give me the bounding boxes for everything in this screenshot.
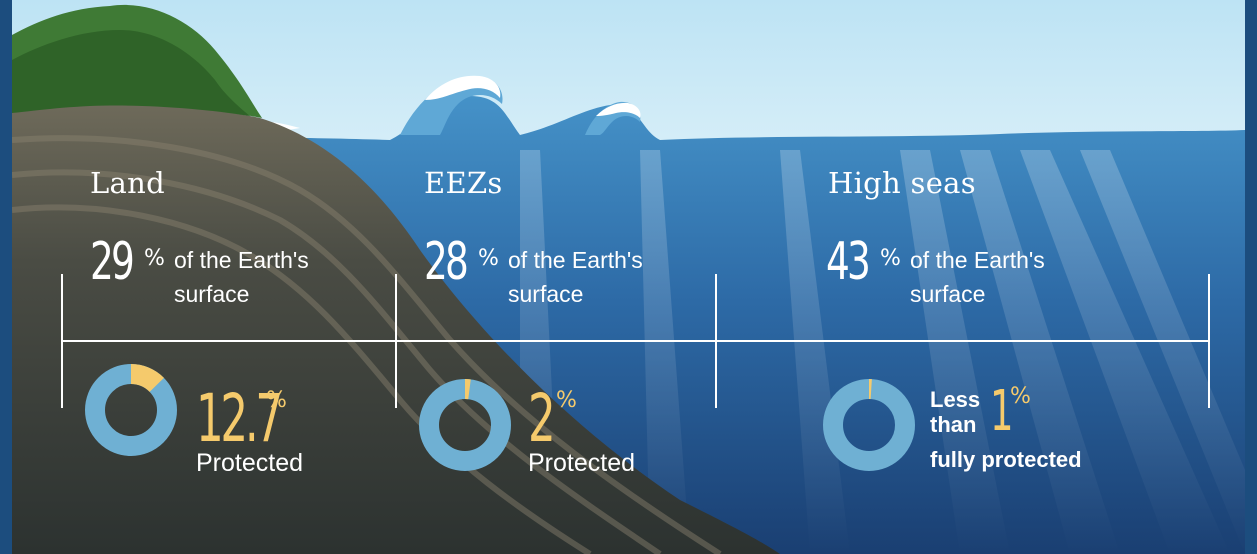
high-seas-share-unit: % (880, 246, 901, 271)
high-seas-protected-value: 1 (990, 379, 1013, 444)
land-strata (12, 135, 722, 554)
high-seas-protected-unit: % (1010, 384, 1031, 409)
high-seas-share-line1: of the Earth's (910, 247, 1045, 273)
land-protected-unit: % (266, 388, 287, 413)
land-share-line1: of the Earth's (174, 247, 309, 273)
eezs-protected-unit: % (556, 388, 577, 413)
high-seas-title: High seas (828, 166, 976, 200)
eezs-share-line1: of the Earth's (508, 247, 643, 273)
eezs-share-unit: % (478, 246, 499, 271)
land-share-unit: % (144, 246, 165, 271)
land-share-value: 29 (90, 232, 135, 292)
light-rays (520, 150, 1245, 554)
land-title: Land (90, 166, 165, 200)
high-seas-than: than (930, 412, 977, 437)
high-seas-less: Less (930, 387, 981, 412)
section-dividers (61, 274, 1210, 408)
eezs-protected-label: Protected (528, 449, 636, 477)
land-protected-label: Protected (196, 449, 304, 477)
high-seas-share-value: 43 (826, 232, 871, 292)
eezs-protected-value: 2 (528, 380, 556, 457)
land-donut-protected (130, 364, 164, 393)
eezs-title: EEZs (424, 166, 503, 200)
land-share-line2: surface (174, 281, 250, 307)
high-seas-protected-label: fully protected (930, 447, 1082, 472)
eezs-share-value: 28 (424, 232, 469, 292)
land-protected-value: 12.7 (196, 380, 283, 457)
eezs-share-line2: surface (508, 281, 584, 307)
high-seas-share-line2: surface (910, 281, 986, 307)
donut-charts (85, 364, 915, 471)
